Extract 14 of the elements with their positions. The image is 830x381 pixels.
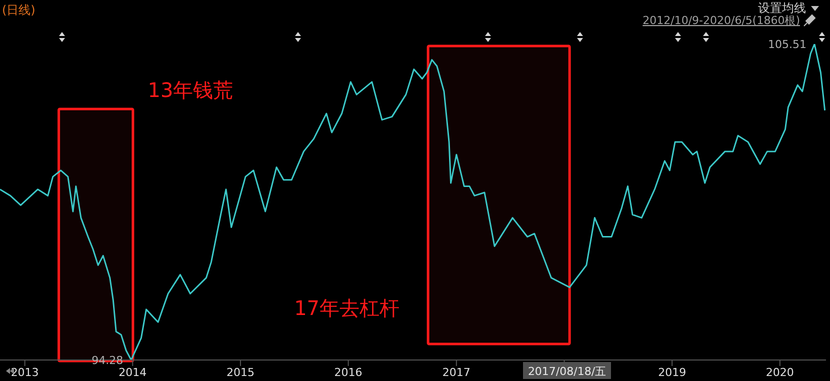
x-tick-label: 2014 [118, 366, 147, 379]
x-tick-label: 2020 [766, 366, 794, 379]
band-label: 13年钱荒 [148, 78, 234, 102]
x-tick-label: 2016 [334, 366, 362, 379]
band-label: 17年去杠杆 [294, 296, 400, 320]
text: 2017/08/18/五 [528, 365, 606, 378]
annotation: 105.51 [768, 38, 806, 51]
x-tick-label: 2013 [10, 366, 39, 379]
x-tick-label: 2017 [442, 366, 470, 379]
text: 设置均线 [758, 1, 806, 15]
x-tick-label: 2015 [226, 366, 254, 379]
chart-title: (日线) [2, 3, 36, 17]
x-tick-label: 2019 [658, 366, 686, 379]
chart-subtitle: 2012/10/9-2020/6/5(1860根) [642, 14, 800, 27]
